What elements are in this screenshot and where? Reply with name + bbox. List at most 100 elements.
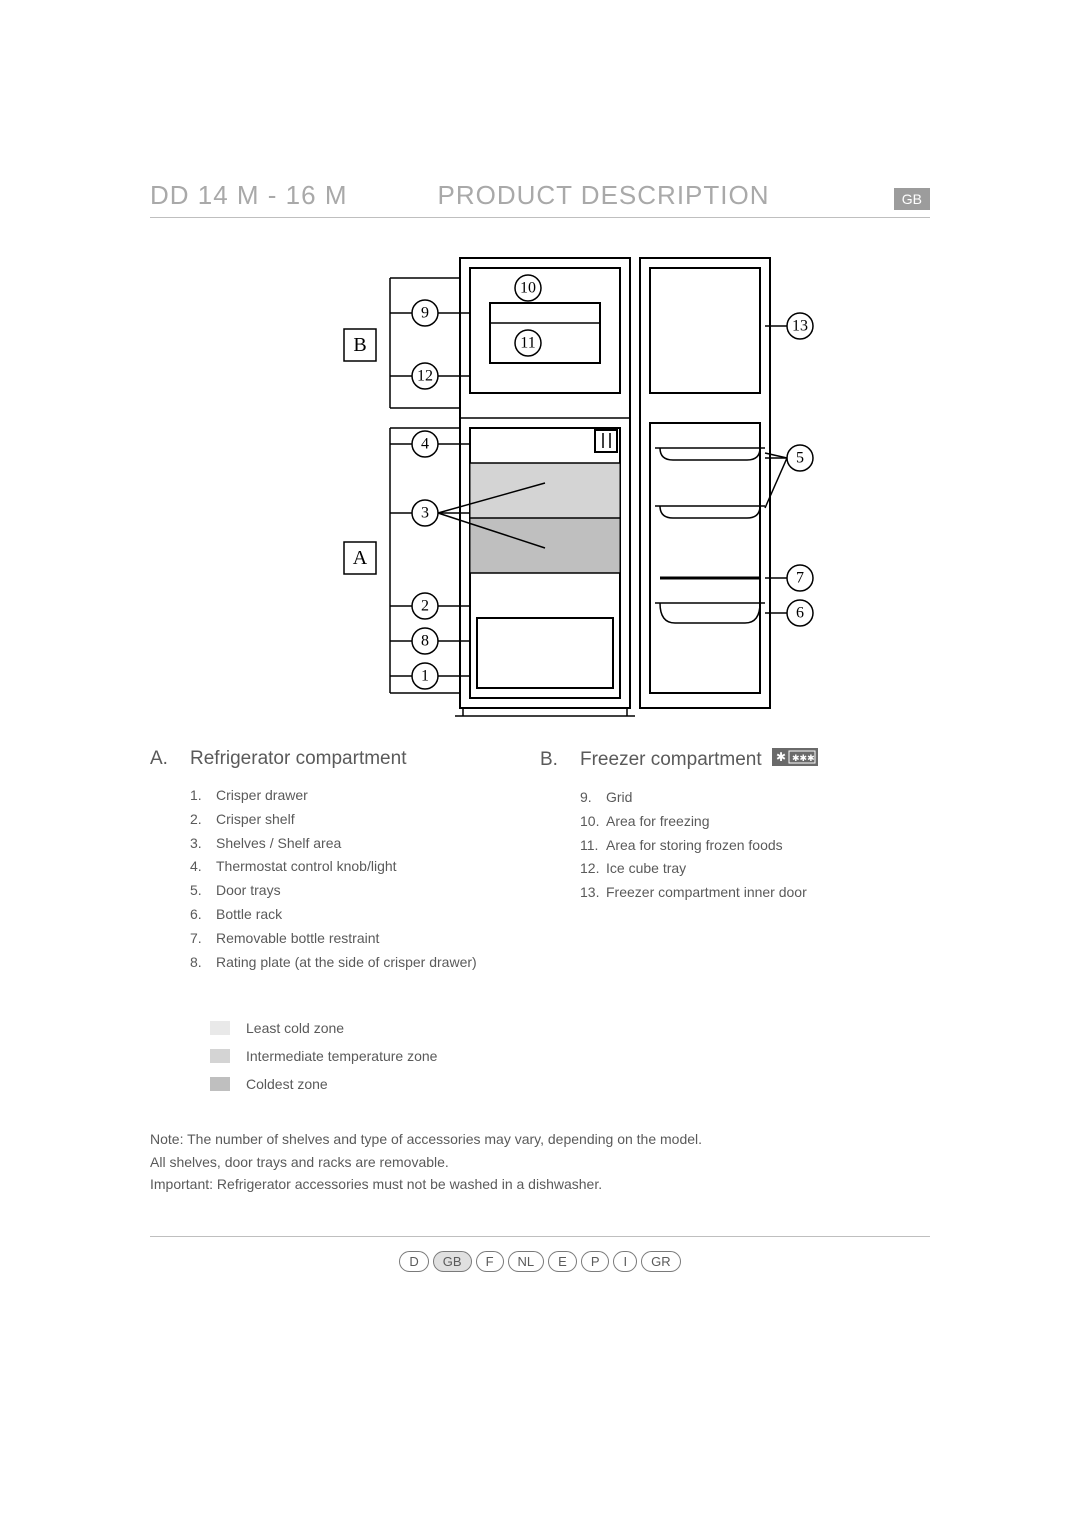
language-pill-f[interactable]: F [476,1251,504,1272]
zone-label: Coldest zone [246,1070,328,1098]
parts-list-b: 9.Grid10.Area for freezing11.Area for st… [540,786,930,905]
parts-list-item: 12.Ice cube tray [580,857,930,881]
section-b-prefix: B. [540,749,580,771]
parts-list-item: 1.Crisper drawer [190,784,540,808]
section-a-title: Refrigerator compartment [190,748,406,770]
svg-text:8: 8 [421,633,429,650]
parts-list-item: 9.Grid [580,786,930,810]
svg-text:6: 6 [796,605,804,622]
important-line: Important: Refrigerator accessories must… [150,1173,930,1195]
svg-text:3: 3 [421,505,429,522]
svg-text:12: 12 [417,368,433,385]
svg-text:A: A [353,547,368,569]
parts-list-item: 3.Shelves / Shelf area [190,832,540,856]
svg-text:10: 10 [520,280,536,297]
language-pill-d[interactable]: D [399,1251,428,1272]
parts-list-item: 13.Freezer compartment inner door [580,881,930,905]
notes-block: Note: The number of shelves and type of … [150,1128,930,1195]
part-label: Area for freezing [606,810,710,834]
manual-page: DD 14 M - 16 M PRODUCT DESCRIPTION GB B A… [150,180,930,1272]
part-number: 12. [580,857,606,881]
part-label: Ice cube tray [606,857,686,881]
language-pill-p[interactable]: P [581,1251,610,1272]
parts-list-item: 2.Crisper shelf [190,808,540,832]
part-label: Grid [606,786,632,810]
section-b-title: Freezer compartment [580,749,762,771]
important-label: Important: [150,1176,213,1192]
column-b: B. Freezer compartment ✱✱✱✱ 9.Grid10.Are… [540,748,930,974]
part-number: 2. [190,808,216,832]
note-text: The number of shelves and type of access… [183,1131,702,1147]
svg-text:7: 7 [796,570,804,587]
svg-text:B: B [353,334,366,356]
section-a-heading: A. Refrigerator compartment [150,748,540,770]
zone-swatch [210,1077,230,1091]
part-label: Door trays [216,879,281,903]
part-number: 7. [190,927,216,951]
part-label: Crisper shelf [216,808,295,832]
svg-text:2: 2 [421,598,429,615]
part-label: Bottle rack [216,903,282,927]
svg-text:4: 4 [421,436,429,453]
part-number: 4. [190,855,216,879]
parts-columns: A. Refrigerator compartment 1.Crisper dr… [150,748,930,974]
note-line-2: All shelves, door trays and racks are re… [150,1151,930,1173]
part-number: 1. [190,784,216,808]
part-number: 6. [190,903,216,927]
page-title: PRODUCT DESCRIPTION [438,180,894,211]
language-pill-gr[interactable]: GR [641,1251,681,1272]
language-pill-e[interactable]: E [548,1251,577,1272]
column-a: A. Refrigerator compartment 1.Crisper dr… [150,748,540,974]
part-label: Rating plate (at the side of crisper dra… [216,951,477,975]
part-label: Area for storing frozen foods [606,834,783,858]
freezer-stars-icon: ✱✱✱✱ [772,748,818,772]
parts-list-item: 10.Area for freezing [580,810,930,834]
svg-text:1: 1 [421,668,429,685]
section-b-heading: B. Freezer compartment ✱✱✱✱ [540,748,930,772]
note-line: Note: The number of shelves and type of … [150,1128,930,1150]
part-label: Thermostat control knob/light [216,855,397,879]
part-label: Removable bottle restraint [216,927,379,951]
zone-legend-row: Coldest zone [210,1070,930,1098]
parts-list-a: 1.Crisper drawer2.Crisper shelf3.Shelves… [150,784,540,974]
part-number: 11. [580,834,606,858]
part-label: Shelves / Shelf area [216,832,341,856]
part-number: 8. [190,951,216,975]
temperature-zones-legend: Least cold zoneIntermediate temperature … [150,1014,930,1098]
svg-text:✱: ✱ [776,750,786,764]
svg-text:5: 5 [796,450,804,467]
language-pill-nl[interactable]: NL [508,1251,545,1272]
parts-list-item: 7.Removable bottle restraint [190,927,540,951]
svg-text:9: 9 [421,305,429,322]
language-badge: GB [894,188,930,210]
part-number: 5. [190,879,216,903]
part-number: 9. [580,786,606,810]
parts-list-item: 4.Thermostat control knob/light [190,855,540,879]
footer-divider [150,1236,930,1237]
important-text: Refrigerator accessories must not be was… [213,1176,602,1192]
svg-text:11: 11 [520,335,535,352]
svg-text:✱✱✱: ✱✱✱ [792,753,815,763]
parts-list-item: 5.Door trays [190,879,540,903]
page-header: DD 14 M - 16 M PRODUCT DESCRIPTION GB [150,180,930,218]
parts-list-item: 8.Rating plate (at the side of crisper d… [190,951,540,975]
language-pill-i[interactable]: I [613,1251,637,1272]
language-pill-gb[interactable]: GB [433,1251,472,1272]
svg-text:13: 13 [792,318,808,335]
note-label: Note: [150,1131,183,1147]
zone-legend-row: Least cold zone [210,1014,930,1042]
part-number: 10. [580,810,606,834]
language-selector-row: DGBFNLEPIGR [150,1251,930,1272]
part-number: 13. [580,881,606,905]
section-a-prefix: A. [150,748,190,770]
part-number: 3. [190,832,216,856]
parts-list-item: 11.Area for storing frozen foods [580,834,930,858]
zone-legend-row: Intermediate temperature zone [210,1042,930,1070]
part-label: Crisper drawer [216,784,308,808]
model-number: DD 14 M - 16 M [150,180,348,211]
zone-swatch [210,1021,230,1035]
zone-label: Least cold zone [246,1014,344,1042]
zone-swatch [210,1049,230,1063]
part-label: Freezer compartment inner door [606,881,807,905]
zone-label: Intermediate temperature zone [246,1042,437,1070]
